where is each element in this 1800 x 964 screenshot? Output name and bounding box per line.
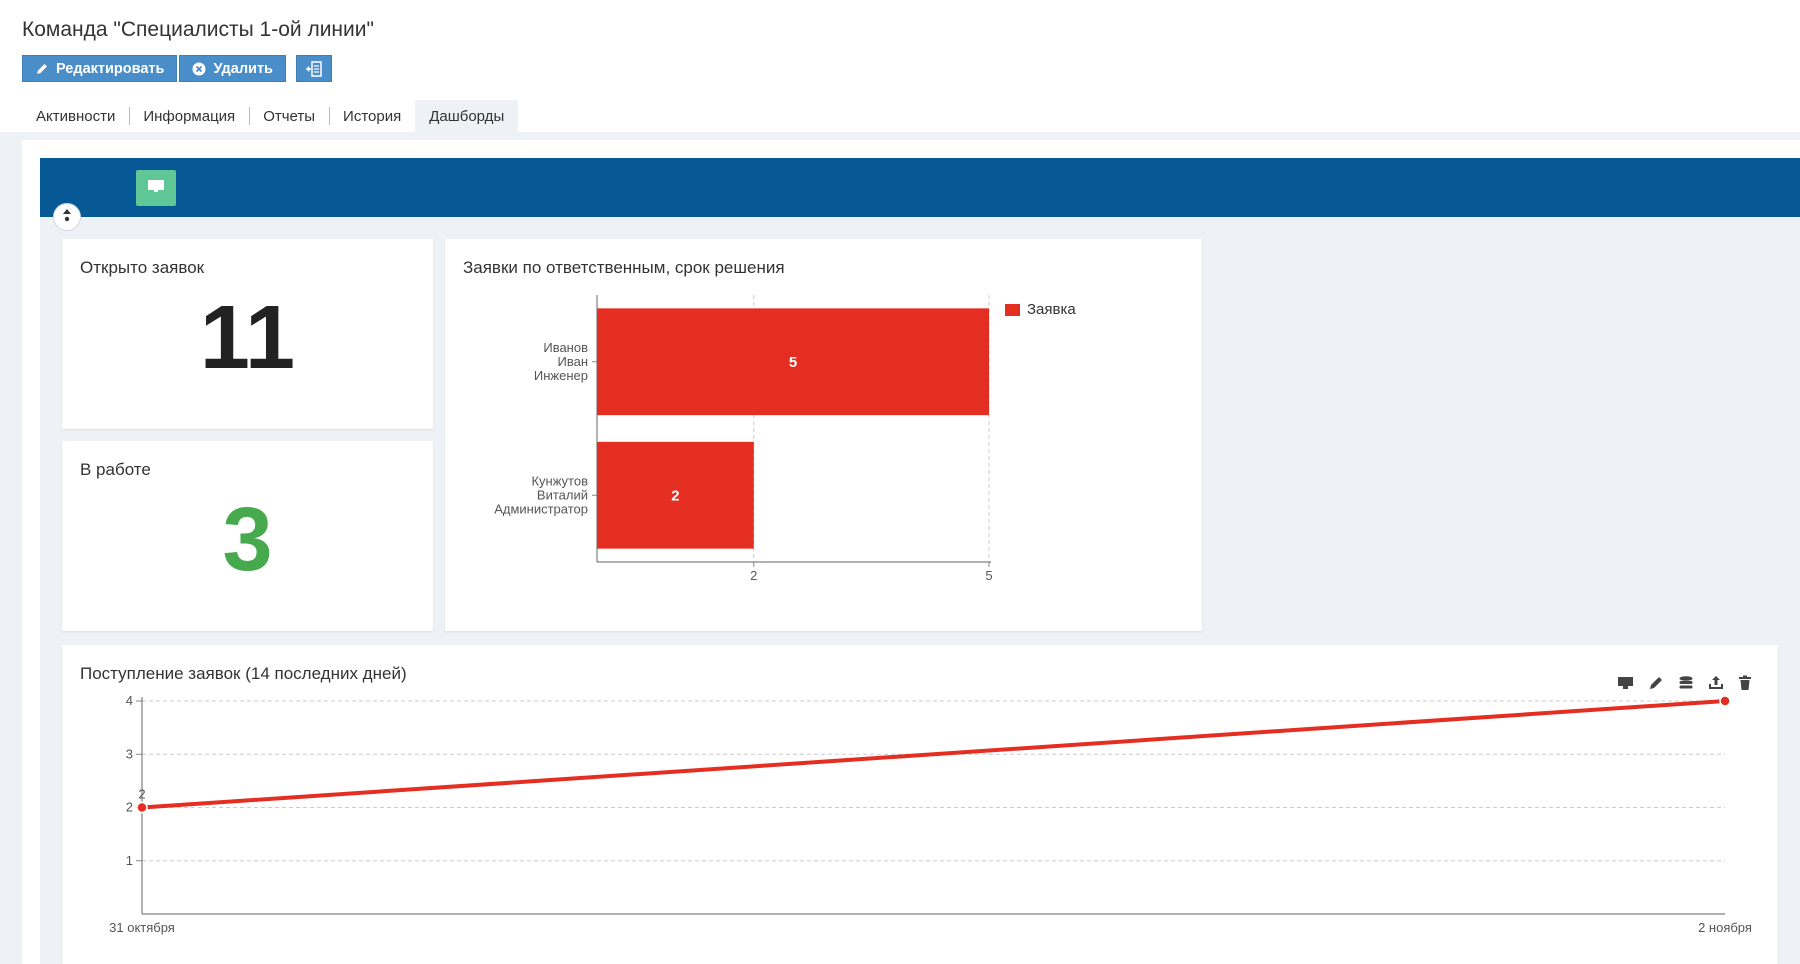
edit-button-label: Редактировать [56,60,165,77]
open-requests-count: 11 [199,288,296,388]
dashboard-header [40,158,1800,217]
category-label: Инженер [534,368,588,383]
widget-toolbar [1617,675,1752,696]
delete-button[interactable]: Удалить [179,55,286,82]
widget-incoming-requests: Поступление заявок (14 последних дней) 4… [62,645,1778,964]
x-tick-label: 2 ноября [1698,920,1752,935]
x-tick-label: 31 октября [109,920,175,935]
collapse-toggle-button[interactable] [53,203,81,231]
y-tick-label: 3 [126,746,133,761]
bar [597,441,754,549]
category-label: Иван [557,354,588,369]
data-point [1719,695,1731,707]
widget-title: В работе [80,460,151,479]
pencil-icon [35,62,49,76]
in-work-count: 3 [222,490,273,590]
trash-icon[interactable] [1738,675,1752,696]
database-icon[interactable] [1678,675,1694,696]
edit-button[interactable]: Редактировать [22,55,178,82]
y-tick-label: 4 [126,693,133,708]
line-chart: 4 3 2 1 31 октября 2 ноября 2 [109,693,1752,935]
legend-swatch [1005,303,1020,316]
chart-legend: Заявка [1005,301,1076,318]
y-tick-label: 2 [126,800,133,815]
widget-title: Заявки по ответственным, срок решения [463,258,785,277]
series-line [141,699,1726,810]
widget-in-work: В работе 3 [62,441,433,631]
legend-label: Заявка [1027,301,1076,318]
widget-title: Открыто заявок [80,258,205,277]
point-label: 2 [138,787,145,802]
category-label: Виталий [537,487,588,502]
bar [597,308,989,416]
add-widget-button[interactable] [295,55,332,82]
delete-button-label: Удалить [213,60,273,77]
category-label: Иванов [543,340,588,355]
tab-activities[interactable]: Активности [36,107,116,125]
category-label: Администратор [494,501,588,516]
data-point [136,801,148,814]
tab-information[interactable]: Информация [129,100,249,132]
widget-requests-by-assignee: Заявки по ответственным, срок решения 2 5… [445,239,1202,631]
toolbar: Редактировать Удалить [22,55,332,82]
monitor-mode-button[interactable] [136,170,176,206]
tab-dashboards[interactable]: Дашборды [415,100,519,132]
pencil-icon[interactable] [1648,675,1664,696]
page-title: Команда "Специалисты 1-ой линии" [22,18,374,41]
sort-arrows-icon [61,208,73,227]
bar-data-label: 5 [789,354,797,371]
y-tick-label: 1 [126,853,133,868]
tab-reports[interactable]: Отчеты [249,100,329,132]
export-icon[interactable] [1708,675,1724,696]
tab-history[interactable]: История [329,100,415,132]
widget-title: Поступление заявок (14 последних дней) [80,664,407,683]
monitor-icon[interactable] [1617,675,1634,696]
add-widget-icon [305,60,323,77]
bar-data-label: 2 [671,487,679,504]
x-tick-label: 2 [750,568,757,583]
x-tick-label: 5 [985,568,992,583]
widget-open-requests: Открыто заявок 11 [62,239,433,429]
close-circle-icon [192,62,206,76]
tab-bar: Активности Информация Отчеты История Даш… [22,100,519,132]
category-label: Кунжутов [531,473,588,488]
monitor-icon [147,178,165,199]
